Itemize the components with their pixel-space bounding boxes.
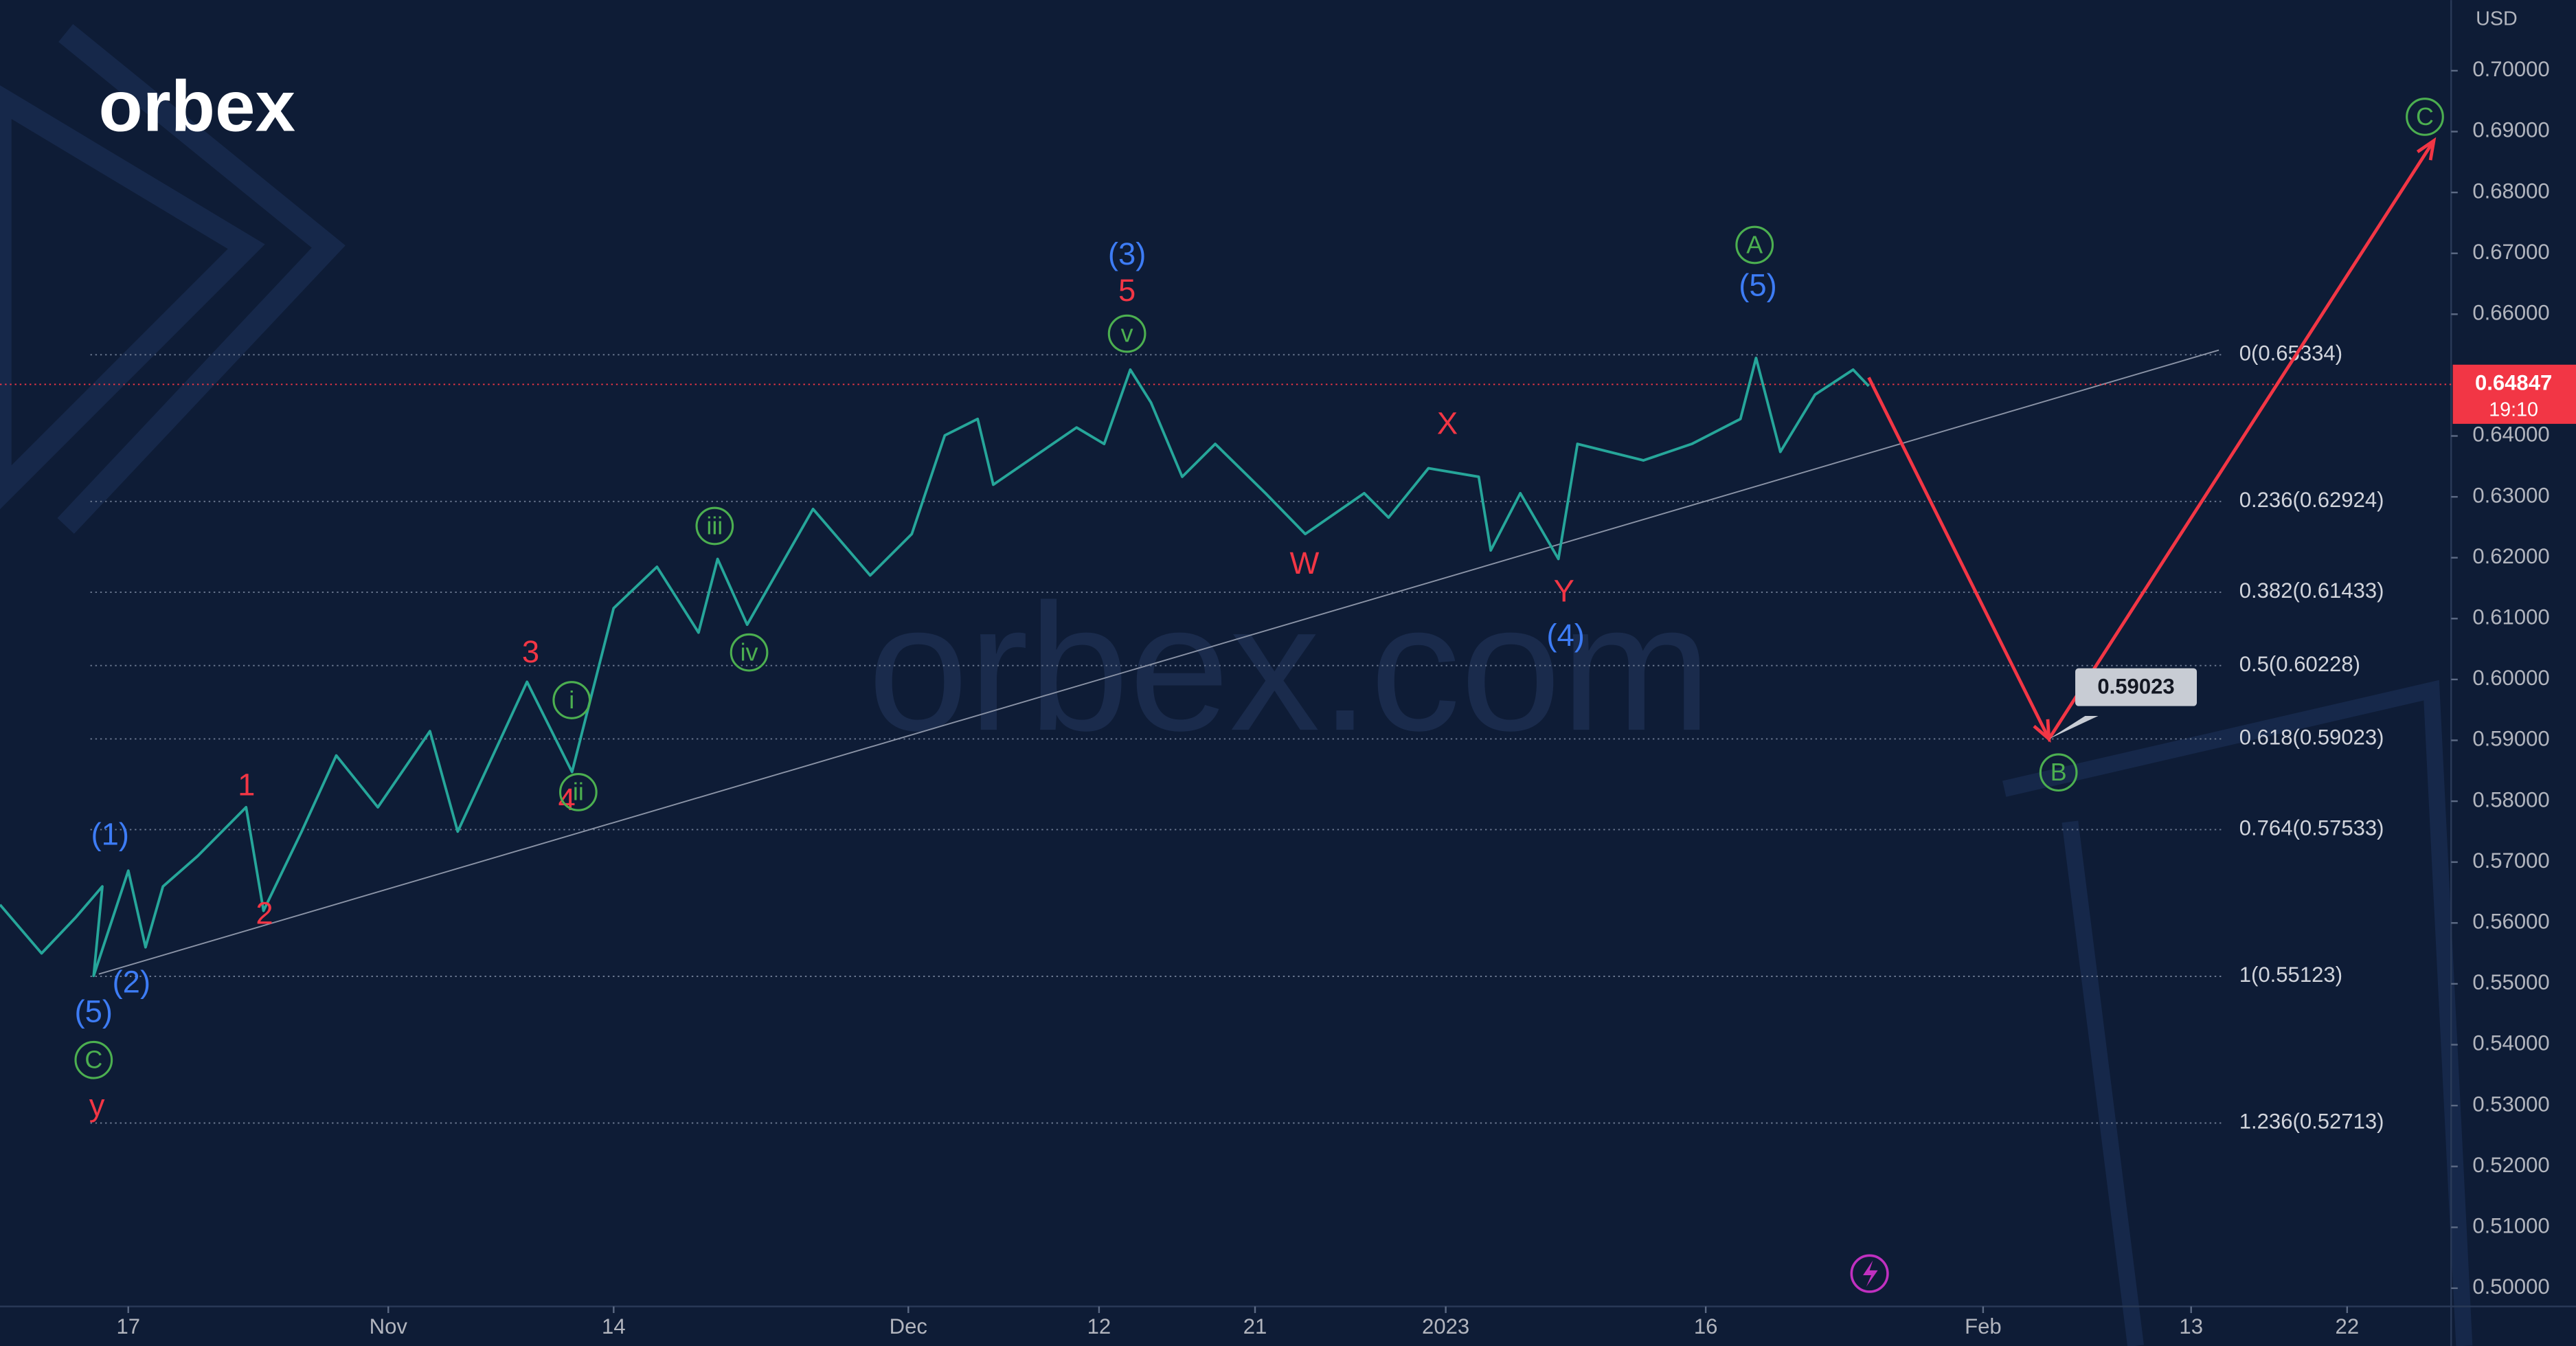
wave-label: v [1121,319,1133,347]
wave-label: B [2050,759,2067,786]
y-tick-label: 0.57000 [2472,849,2549,873]
wave-label: Y [1554,574,1574,609]
wave-label: (5) [1739,268,1777,303]
y-tick-label: 0.69000 [2472,118,2549,142]
y-tick-label: 0.52000 [2472,1153,2549,1177]
decor [0,23,346,534]
wave-label: (3) [1108,236,1146,271]
logo: orbex [98,67,295,147]
decor [2002,680,2473,1346]
wave-circle [2406,98,2444,136]
y-tick-label: 0.58000 [2472,787,2549,811]
wave-circle [74,1040,113,1079]
wave-label: iii [706,512,723,539]
wave-label: 5 [1118,273,1136,308]
wave-circle [558,773,598,811]
fib-label: 0.618(0.59023) [2239,726,2384,750]
watermark: orbex.com [868,566,1711,768]
wave-label: iv [741,638,758,666]
y-tick-label: 0.64000 [2472,423,2549,447]
fib-label: 1.236(0.52713) [2239,1110,2384,1134]
price-line [0,357,1870,978]
wave-label: (1) [91,816,129,851]
y-tick-label: 0.67000 [2472,240,2549,264]
wave-circle [552,681,591,719]
wave-label: (2) [113,965,151,1000]
wave-label: C [2416,103,2434,131]
x-tick-label: 14 [602,1314,626,1338]
y-tick-label: 0.60000 [2472,666,2549,690]
y-tick-label: 0.68000 [2472,179,2549,203]
wave-circle [695,506,734,546]
arrow-head [2033,719,2051,743]
y-tick-label: 0.54000 [2472,1031,2549,1055]
fib-label: 0.764(0.57533) [2239,816,2384,840]
y-tick-label: 0.53000 [2472,1092,2549,1116]
x-tick-label: 16 [1694,1314,1718,1338]
x-tick-label: 22 [2336,1314,2360,1338]
wave-circle [1735,225,1774,265]
y-tick-label: 0.59000 [2472,727,2549,751]
y-tick-label: 0.63000 [2472,483,2549,507]
price-tag-time: 19:10 [2489,399,2538,420]
fib-label: 0.382(0.61433) [2239,579,2384,603]
price-tag-value: 0.64847 [2475,371,2552,395]
wave-label: ii [573,778,584,806]
wave-circle [2039,753,2078,792]
x-tick-label: 21 [1243,1314,1267,1338]
y-tick-label: 0.50000 [2472,1275,2549,1299]
y-axis-label: USD [2476,8,2518,30]
x-tick-label: Nov [370,1314,408,1338]
event-icon[interactable] [1850,1254,1889,1293]
event-icon-bolt [1863,1260,1878,1287]
price-tag [2452,364,2576,424]
wave-label: i [569,686,574,714]
y-tick-label: 0.66000 [2472,301,2549,325]
x-tick-label: 12 [1087,1314,1111,1338]
wave-circle [730,633,769,672]
wave-label: 2 [256,895,273,930]
wave-label: W [1289,546,1319,581]
wave-label: 3 [522,634,539,669]
x-tick-label: Feb [1965,1314,2002,1338]
y-tick-label: 0.62000 [2472,544,2549,568]
target-label: 0.59023 [2097,675,2174,699]
wave-label: 1 [238,767,255,803]
wave-label: (4) [1546,618,1585,653]
y-tick-label: 0.51000 [2472,1213,2549,1237]
fib-label: 0.236(0.62924) [2239,488,2384,512]
wave-circle [1107,314,1146,353]
y-tick-label: 0.55000 [2472,970,2549,994]
wave-label: y [89,1088,105,1123]
x-tick-label: 2023 [1422,1314,1469,1338]
fib-label: 1(0.55123) [2239,963,2342,987]
wave-label: (5) [75,994,113,1029]
wave-label: A [1746,231,1763,258]
target-box [2075,668,2197,706]
y-tick-label: 0.56000 [2472,910,2549,934]
trendline [98,349,2219,975]
wave-label: C [84,1046,102,1074]
x-tick-label: Dec [890,1314,927,1338]
x-tick-label: 13 [2179,1314,2203,1338]
y-tick-label: 0.70000 [2472,57,2549,81]
arrow-head [2416,137,2437,161]
y-tick-label: 0.61000 [2472,605,2549,629]
x-tick-label: 17 [116,1314,140,1338]
wave-label: X [1437,406,1458,441]
fib-label: 0.5(0.60228) [2239,652,2360,676]
